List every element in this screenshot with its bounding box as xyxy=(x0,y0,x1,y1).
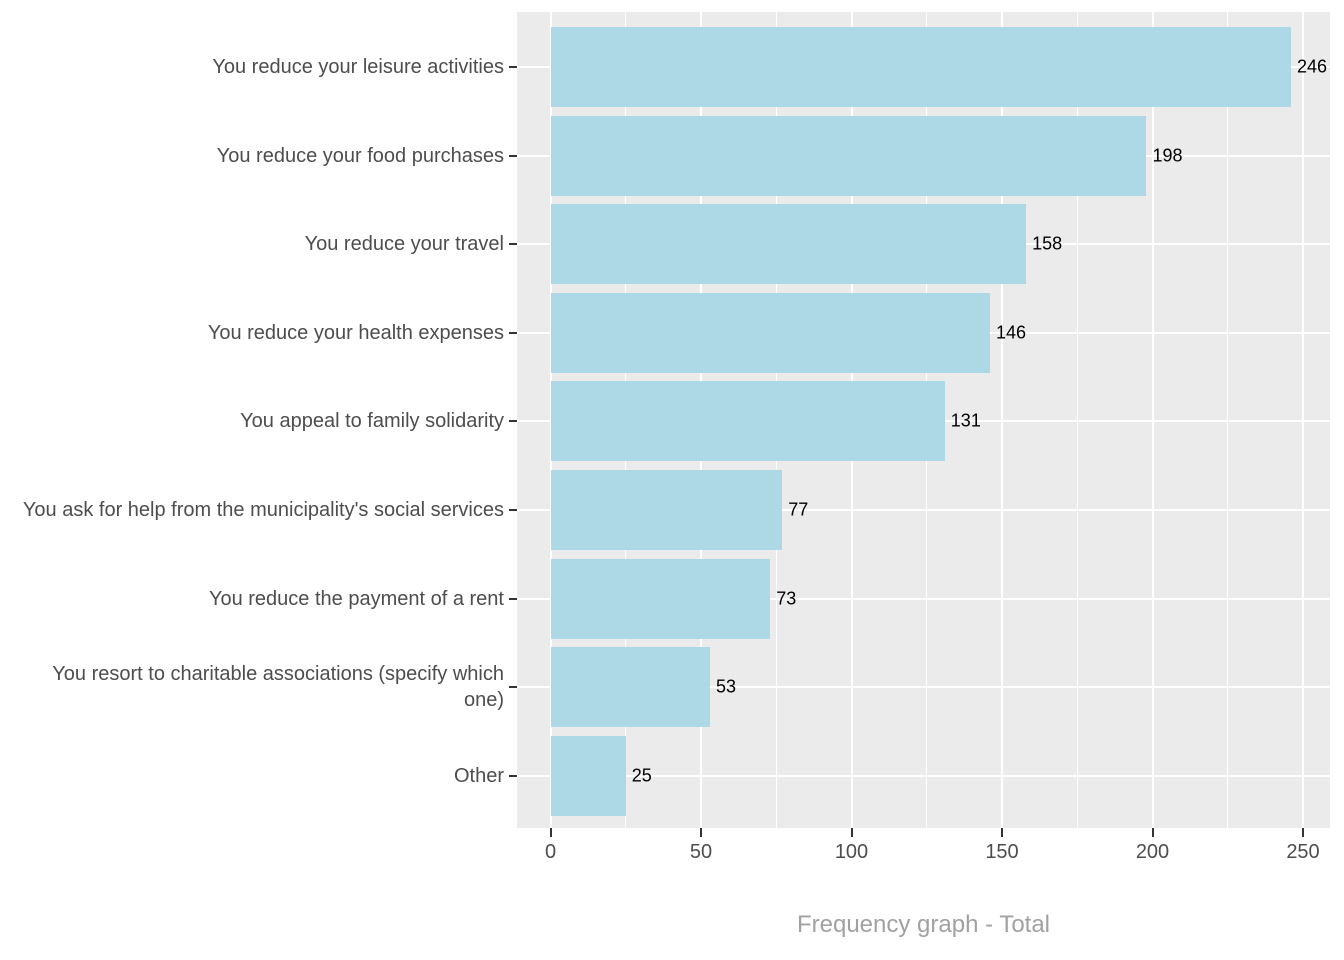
y-axis-tick-0 xyxy=(509,66,517,68)
category-label-3: You reduce your health expenses xyxy=(207,321,504,344)
x-axis-tick-label-100: 100 xyxy=(834,841,869,863)
y-axis-tick-7 xyxy=(509,686,517,689)
bar-0 xyxy=(550,27,1291,107)
x-axis-tick-200 xyxy=(1151,828,1154,837)
bar-8 xyxy=(550,735,626,816)
y-axis-tick-6 xyxy=(509,597,517,600)
y-axis-tick-2 xyxy=(509,243,517,246)
bar-value-label-7: 53 xyxy=(716,676,737,697)
bar-value-label-5: 77 xyxy=(788,499,809,520)
gridline-category-8 xyxy=(517,774,1330,777)
bar-6 xyxy=(550,558,771,639)
bar-7 xyxy=(550,647,711,728)
gridline-category-7 xyxy=(517,686,1330,689)
x-axis-tick-100 xyxy=(850,828,853,837)
bar-value-label-8: 25 xyxy=(631,765,652,786)
gridline-category-5 xyxy=(517,509,1330,511)
gridline-minor-x-225 xyxy=(1227,12,1229,828)
x-axis-tick-150 xyxy=(1001,828,1003,837)
x-axis-tick-label-250: 250 xyxy=(1286,841,1320,863)
y-axis-tick-8 xyxy=(509,774,517,777)
bar-value-label-2: 158 xyxy=(1032,233,1063,254)
gridline-major-x-150 xyxy=(1001,12,1003,828)
bar-value-label-0: 246 xyxy=(1296,56,1327,77)
category-label-7: You resort to charitable associations (s… xyxy=(52,663,504,712)
category-label-4: You appeal to family solidarity xyxy=(240,410,504,433)
category-label-6: You reduce the payment of a rent xyxy=(208,587,504,610)
x-axis-tick-50 xyxy=(700,828,702,837)
bar-value-label-6: 73 xyxy=(776,588,797,609)
y-axis-tick-3 xyxy=(509,331,517,334)
bar-1 xyxy=(550,115,1147,196)
x-axis-tick-250 xyxy=(1302,828,1304,837)
category-label-8: Other xyxy=(453,764,504,787)
category-label-5: You ask for help from the municipality's… xyxy=(22,499,504,521)
bar-value-label-1: 198 xyxy=(1152,145,1183,166)
gridline-minor-x-175 xyxy=(1076,12,1078,828)
y-axis-tick-5 xyxy=(509,509,517,511)
x-axis-tick-label-150: 150 xyxy=(985,841,1019,863)
x-axis-tick-label-200: 200 xyxy=(1135,841,1170,863)
category-label-0: You reduce your leisure activities xyxy=(212,56,504,78)
y-axis-tick-4 xyxy=(509,420,517,423)
x-axis-tick-label-50: 50 xyxy=(689,841,713,863)
category-label-1: You reduce your food purchases xyxy=(216,144,504,167)
bar-4 xyxy=(550,381,945,462)
bar-2 xyxy=(550,204,1027,285)
bar-5 xyxy=(550,470,783,550)
bar-value-label-3: 146 xyxy=(995,322,1026,343)
category-label-2: You reduce your travel xyxy=(304,233,504,256)
gridline-category-6 xyxy=(517,597,1330,600)
gridline-major-x-200 xyxy=(1151,12,1154,828)
x-axis-tick-label-0: 0 xyxy=(544,841,557,863)
bar-value-label-4: 131 xyxy=(950,410,981,431)
y-axis-tick-1 xyxy=(509,154,517,157)
bar-3 xyxy=(550,292,990,373)
x-axis-tick-0 xyxy=(549,828,552,837)
x-axis-title: Frequency graph - Total xyxy=(796,911,1051,938)
gridline-major-x-250 xyxy=(1302,12,1304,828)
